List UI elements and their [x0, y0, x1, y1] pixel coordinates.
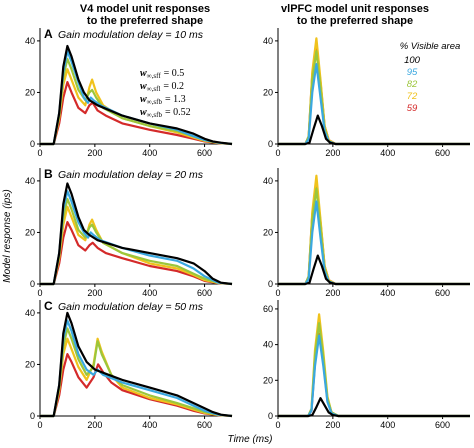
x-tick-label-a-right-600: 600 — [435, 148, 450, 158]
x-tick-label-a-left-200: 200 — [87, 148, 102, 158]
y-tick-label-b-right-20: 20 — [263, 227, 273, 237]
y-tick-label-b-left-40: 40 — [25, 176, 35, 186]
x-tick-label-c-right-600: 600 — [435, 420, 450, 430]
x-tick-label-a-left-0: 0 — [37, 148, 42, 158]
y-tick-label-a-right-20: 20 — [263, 87, 273, 97]
x-tick-label-b-right-600: 600 — [435, 288, 450, 298]
legend-entry-59: 59 — [407, 103, 418, 114]
legend: % Visible area 100 95 82 72 59 — [400, 41, 461, 114]
series-line-b-right-0 — [278, 254, 470, 286]
y-tick-label-b-left-0: 0 — [30, 279, 35, 289]
series-line-c-right-3 — [278, 313, 470, 418]
x-tick-label-c-left-0: 0 — [37, 420, 42, 430]
y-tick-label-a-left-40: 40 — [25, 36, 35, 46]
series-line-c-right-2 — [278, 322, 470, 418]
series-line-b-right-1 — [278, 200, 470, 286]
x-tick-label-b-right-0: 0 — [275, 288, 280, 298]
series-line-a-right-2 — [278, 50, 470, 146]
series-line-a-left-0 — [40, 44, 233, 146]
series-line-a-right-4 — [278, 44, 470, 146]
legend-entry-82: 82 — [407, 79, 418, 90]
series-line-b-right-2 — [278, 187, 470, 286]
series-line-a-right-0 — [278, 114, 470, 146]
x-tick-label-a-right-200: 200 — [325, 148, 340, 158]
series-line-a-left-4 — [40, 81, 233, 146]
series-line-b-left-0 — [40, 182, 233, 286]
x-tick-label-c-left-200: 200 — [87, 420, 102, 430]
x-tick-label-b-right-200: 200 — [325, 288, 340, 298]
right-title-line-1: vlPFC model unit responses — [281, 3, 429, 15]
legend-entry-72: 72 — [407, 91, 418, 102]
param-2: w∞,sfl = 0.2 — [140, 81, 184, 93]
x-tick-label-a-left-400: 400 — [142, 148, 157, 158]
x-axis-label: Time (ms) — [228, 434, 273, 445]
param-3: w∞,sfb = 1.3 — [140, 94, 186, 106]
x-tick-label-b-left-0: 0 — [37, 288, 42, 298]
y-tick-label-a-right-0: 0 — [268, 139, 273, 149]
x-tick-label-b-left-400: 400 — [142, 288, 157, 298]
series-line-a-right-3 — [278, 37, 470, 146]
legend-entry-95: 95 — [407, 67, 418, 78]
x-tick-label-c-left-400: 400 — [142, 420, 157, 430]
y-tick-label-c-right-0: 0 — [268, 411, 273, 421]
series-line-a-left-3 — [40, 68, 233, 146]
y-axis-label: Model response (ips) — [2, 189, 13, 282]
y-tick-label-a-right-40: 40 — [263, 36, 273, 46]
x-tick-label-a-left-600: 600 — [197, 148, 212, 158]
panel-letter-b: B — [44, 167, 53, 181]
y-tick-label-a-left-0: 0 — [30, 139, 35, 149]
y-tick-label-c-right-20: 20 — [263, 375, 273, 385]
x-tick-label-c-left-600: 600 — [197, 420, 212, 430]
series-line-c-right-4 — [278, 332, 470, 418]
series-line-c-left-3 — [40, 337, 233, 418]
gain-delay-annotation-a: Gain modulation delay = 10 ms — [58, 29, 204, 41]
y-tick-label-c-left-40: 40 — [25, 308, 35, 318]
x-tick-label-a-right-400: 400 — [380, 148, 395, 158]
y-tick-label-a-left-20: 20 — [25, 87, 35, 97]
series-line-c-right-1 — [278, 334, 470, 418]
x-tick-label-a-right-0: 0 — [275, 148, 280, 158]
y-tick-label-c-right-60: 60 — [263, 304, 273, 314]
y-tick-label-b-left-20: 20 — [25, 227, 35, 237]
left-title-line-2: to the preferred shape — [87, 15, 203, 27]
series-line-c-left-1 — [40, 319, 233, 418]
series-line-b-left-3 — [40, 205, 233, 286]
x-tick-label-c-right-0: 0 — [275, 420, 280, 430]
y-tick-label-b-right-40: 40 — [263, 176, 273, 186]
param-4: w∞,sfb = 0.52 — [140, 107, 191, 119]
series-line-c-right-0 — [278, 397, 470, 418]
x-tick-label-b-left-200: 200 — [87, 288, 102, 298]
param-1: w∞,sff = 0.5 — [140, 68, 184, 80]
panel-letter-a: A — [44, 27, 53, 41]
y-tick-label-c-left-20: 20 — [25, 359, 35, 369]
x-tick-label-b-left-600: 600 — [197, 288, 212, 298]
x-tick-label-c-right-200: 200 — [325, 420, 340, 430]
series-line-b-right-4 — [278, 182, 470, 286]
x-tick-label-c-right-400: 400 — [380, 420, 395, 430]
panel-letter-c: C — [44, 299, 53, 313]
series-line-a-right-1 — [278, 62, 470, 146]
y-tick-label-c-right-40: 40 — [263, 340, 273, 350]
y-tick-label-b-right-0: 0 — [268, 279, 273, 289]
series-line-b-right-3 — [278, 174, 470, 286]
gain-delay-annotation-c: Gain modulation delay = 50 ms — [58, 301, 204, 313]
right-title-line-2: to the preferred shape — [297, 15, 413, 27]
y-tick-label-c-left-0: 0 — [30, 411, 35, 421]
legend-entry-100: 100 — [404, 55, 421, 66]
left-title-line-1: V4 model unit responses — [80, 3, 210, 15]
series-line-c-left-4 — [40, 353, 233, 418]
legend-title: % Visible area — [400, 41, 461, 52]
parameter-list: w∞,sff = 0.5 w∞,sfl = 0.2 w∞,sfb = 1.3 w∞,s… — [140, 68, 191, 119]
series-line-c-left-0 — [40, 311, 233, 418]
series-line-b-left-4 — [40, 221, 233, 286]
x-tick-label-b-right-400: 400 — [380, 288, 395, 298]
gain-delay-annotation-b: Gain modulation delay = 20 ms — [58, 169, 204, 181]
